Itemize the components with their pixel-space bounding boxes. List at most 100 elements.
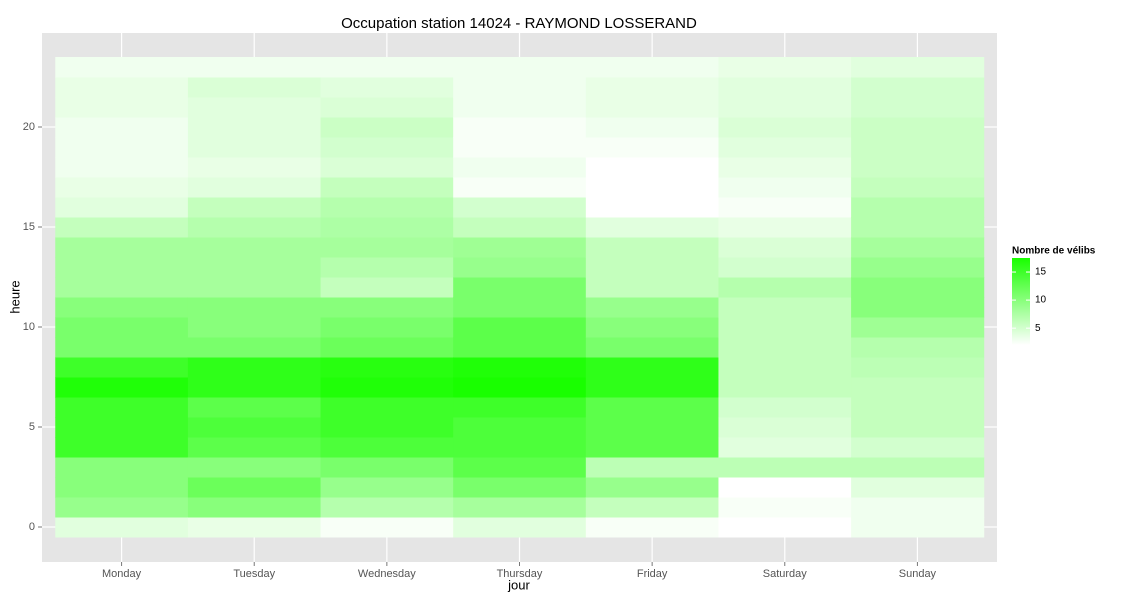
heat-cell: [585, 517, 719, 538]
heat-cell: [453, 297, 587, 318]
heat-cell: [55, 97, 189, 118]
heat-cell: [851, 517, 985, 538]
heat-cell: [718, 177, 852, 198]
heat-cell: [453, 497, 587, 518]
heat-cell: [851, 217, 985, 238]
heat-cell: [55, 337, 189, 358]
heat-cell: [585, 117, 719, 138]
heat-cell: [453, 277, 587, 298]
heat-cell: [320, 457, 454, 478]
heat-cell: [320, 157, 454, 178]
heat-cell: [851, 377, 985, 398]
heat-cell: [718, 457, 852, 478]
x-axis-label: jour: [507, 577, 530, 592]
heat-cell: [718, 297, 852, 318]
heat-cell: [187, 197, 322, 218]
heat-cell: [453, 477, 587, 498]
heat-cell: [453, 517, 587, 538]
heat-cell: [453, 457, 587, 478]
heat-cell: [453, 237, 587, 258]
heat-cell: [187, 377, 322, 398]
colorbar: [1012, 258, 1030, 345]
heat-cell: [55, 137, 189, 158]
y-tick-label: 20: [23, 121, 35, 133]
heat-cell: [453, 97, 587, 118]
colorbar-label: 15: [1035, 267, 1047, 278]
heat-cell: [55, 377, 189, 398]
heat-cell: [55, 517, 189, 538]
heat-cell: [453, 417, 587, 438]
y-tick-label: 0: [29, 521, 35, 533]
heat-cell: [187, 517, 322, 538]
heat-cell: [585, 477, 719, 498]
heat-cell: [851, 277, 985, 298]
heat-cell: [187, 337, 322, 358]
heat-cell: [320, 357, 454, 378]
heat-cell: [585, 197, 719, 218]
heat-cell: [718, 497, 852, 518]
heat-cell: [718, 517, 852, 538]
heat-cell: [55, 157, 189, 178]
heat-cell: [55, 457, 189, 478]
heat-cell: [718, 317, 852, 338]
heat-cell: [320, 137, 454, 158]
heat-cell: [320, 497, 454, 518]
heat-cell: [55, 437, 189, 458]
heat-cell: [585, 457, 719, 478]
heat-cell: [851, 57, 985, 78]
heat-cell: [320, 257, 454, 278]
heat-cell: [851, 357, 985, 378]
heat-cell: [585, 437, 719, 458]
heat-cell: [320, 317, 454, 338]
x-tick-label: Saturday: [763, 568, 808, 580]
x-tick-label: Sunday: [899, 568, 937, 580]
heat-cell: [453, 177, 587, 198]
legend-title: Nombre de vélibs: [1012, 246, 1096, 257]
heat-cell: [851, 257, 985, 278]
heat-cell: [718, 77, 852, 98]
heat-cell: [320, 437, 454, 458]
heat-cell: [55, 117, 189, 138]
heat-cell: [585, 77, 719, 98]
heat-cell: [585, 177, 719, 198]
x-tick-label: Wednesday: [358, 568, 416, 580]
heat-cell: [851, 237, 985, 258]
heat-cell: [187, 217, 322, 238]
heat-cell: [851, 397, 985, 418]
heat-cell: [453, 437, 587, 458]
heat-cell: [187, 137, 322, 158]
heat-cell: [718, 257, 852, 278]
heat-cell: [585, 217, 719, 238]
heat-cell: [320, 277, 454, 298]
chart-title: Occupation station 14024 - RAYMOND LOSSE…: [341, 15, 697, 32]
heat-cell: [718, 417, 852, 438]
heat-cell: [453, 137, 587, 158]
heat-cell: [585, 337, 719, 358]
heat-cell: [718, 97, 852, 118]
heat-cell: [453, 257, 587, 278]
heat-cell: [851, 457, 985, 478]
heat-cell: [187, 437, 322, 458]
heat-cell: [453, 197, 587, 218]
heat-cell: [187, 77, 322, 98]
heat-cell: [851, 157, 985, 178]
heat-cell: [320, 217, 454, 238]
heat-cell: [187, 317, 322, 338]
heat-cell: [851, 97, 985, 118]
heat-cell: [320, 97, 454, 118]
heat-cell: [453, 217, 587, 238]
heat-cell: [851, 77, 985, 98]
heat-cell: [187, 177, 322, 198]
heat-cell: [320, 477, 454, 498]
heat-cell: [851, 497, 985, 518]
heat-cell: [585, 157, 719, 178]
heat-cell: [585, 277, 719, 298]
heat-cell: [718, 117, 852, 138]
heat-cell: [718, 237, 852, 258]
heat-cell: [55, 197, 189, 218]
heat-cell: [718, 57, 852, 78]
heat-cell: [585, 97, 719, 118]
x-tick-label: Tuesday: [233, 568, 275, 580]
heat-cell: [585, 357, 719, 378]
